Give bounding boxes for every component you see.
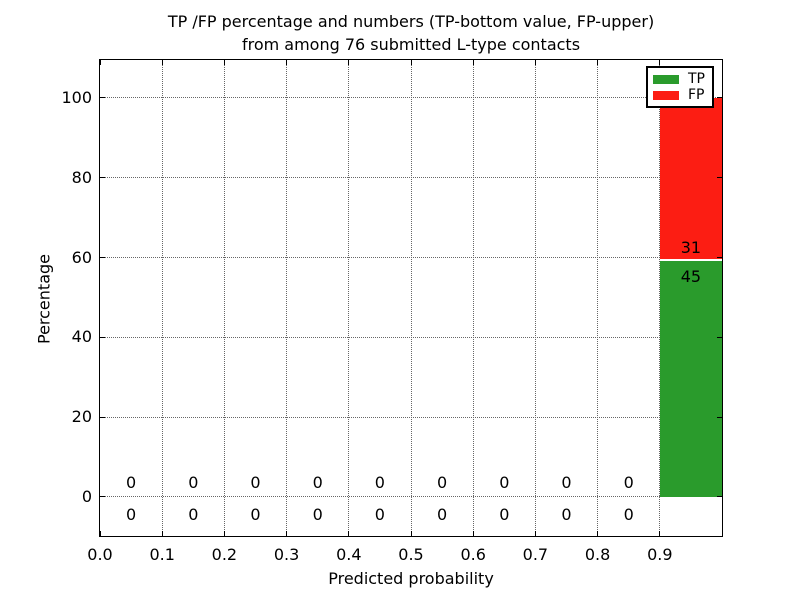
- legend-entry-fp: FP: [653, 88, 707, 102]
- bar-segment-tp: [659, 260, 722, 497]
- y-tick-label: 20: [71, 407, 92, 427]
- legend-entry-tp: TP: [653, 72, 707, 86]
- tp-zero-annotation: 0: [623, 505, 634, 525]
- tp-zero-annotation: 0: [188, 505, 199, 525]
- y-tick-mark: [717, 97, 722, 99]
- y-tick-label: 100: [61, 87, 92, 107]
- x-gridline: [161, 60, 163, 536]
- y-tick-mark: [100, 496, 105, 498]
- x-gridline: [472, 60, 474, 536]
- y-tick-mark: [717, 257, 722, 258]
- chart-title: TP /FP percentage and numbers (TP-bottom…: [100, 10, 722, 56]
- y-tick-label: 80: [71, 167, 92, 187]
- fp-zero-annotation: 0: [250, 472, 261, 492]
- tp-zero-annotation: 0: [126, 505, 137, 525]
- legend-label-fp: FP: [688, 87, 705, 103]
- x-tick-mark: [410, 531, 412, 536]
- x-gridline: [286, 60, 288, 536]
- legend-label-tp: TP: [688, 71, 705, 87]
- x-tick-mark: [99, 531, 101, 536]
- y-tick-mark: [717, 177, 722, 179]
- x-tick-mark: [597, 60, 599, 65]
- x-tick-mark: [99, 60, 101, 65]
- y-tick-mark: [717, 496, 722, 498]
- x-gridline: [597, 60, 599, 536]
- legend: TP FP: [646, 66, 714, 108]
- x-tick-mark: [161, 60, 163, 65]
- x-tick-label: 0.9: [647, 545, 673, 564]
- y-tick-mark: [100, 336, 105, 338]
- x-gridline: [410, 60, 412, 536]
- fp-zero-annotation: 0: [499, 472, 510, 492]
- x-tick-mark: [659, 531, 661, 536]
- fp-zero-annotation: 0: [312, 472, 323, 492]
- x-tick-mark: [472, 60, 474, 65]
- x-tick-mark: [348, 60, 350, 65]
- y-tick-mark: [100, 416, 105, 418]
- y-tick-mark: [100, 257, 105, 258]
- x-tick-mark: [223, 60, 225, 65]
- bar-value-label: 45: [680, 266, 702, 286]
- bar-value-label: 31: [680, 238, 702, 258]
- tp-zero-annotation: 0: [312, 505, 323, 525]
- bar-segment-fp: [659, 97, 722, 260]
- x-tick-mark: [286, 531, 288, 536]
- tp-zero-annotation: 0: [250, 505, 261, 525]
- x-tick-label: 0.4: [336, 545, 362, 564]
- x-tick-mark: [348, 531, 350, 536]
- x-gridline: [534, 60, 536, 536]
- x-axis-label: Predicted probability: [328, 569, 494, 588]
- y-tick-label: 40: [71, 327, 92, 347]
- x-tick-label: 0.6: [460, 545, 486, 564]
- x-tick-mark: [597, 531, 599, 536]
- x-tick-mark: [534, 60, 536, 65]
- y-tick-mark: [717, 416, 722, 418]
- x-tick-mark: [223, 531, 225, 536]
- tp-zero-annotation: 0: [437, 505, 448, 525]
- tp-zero-annotation: 0: [561, 505, 572, 525]
- tp-zero-annotation: 0: [499, 505, 510, 525]
- fp-zero-annotation: 0: [623, 472, 634, 492]
- legend-swatch-fp-icon: [653, 90, 679, 100]
- fp-zero-annotation: 0: [188, 472, 199, 492]
- fp-zero-annotation: 0: [437, 472, 448, 492]
- x-tick-mark: [161, 531, 163, 536]
- x-tick-mark: [659, 60, 661, 65]
- x-gridline: [348, 60, 350, 536]
- y-tick-label: 0: [81, 486, 92, 506]
- x-tick-mark: [410, 60, 412, 65]
- y-tick-mark: [717, 336, 722, 338]
- x-tick-mark: [534, 531, 536, 536]
- x-tick-label: 0.3: [273, 545, 300, 564]
- tp-zero-annotation: 0: [374, 505, 385, 525]
- x-tick-label: 0.2: [211, 545, 238, 564]
- x-tick-label: 0.7: [522, 545, 549, 564]
- fp-zero-annotation: 0: [126, 472, 137, 492]
- fp-zero-annotation: 0: [561, 472, 572, 492]
- x-gridline: [223, 60, 225, 536]
- y-tick-label: 60: [71, 247, 92, 267]
- y-tick-mark: [100, 177, 105, 179]
- legend-swatch-tp-icon: [653, 74, 679, 84]
- chart-title-line2: from among 76 submitted L-type contacts: [241, 35, 581, 54]
- x-tick-label: 0.8: [584, 545, 611, 564]
- x-tick-mark: [286, 60, 288, 65]
- y-tick-mark: [100, 97, 105, 99]
- x-tick-label: 0.0: [87, 545, 113, 564]
- fp-zero-annotation: 0: [374, 472, 385, 492]
- x-tick-mark: [472, 531, 474, 536]
- x-tick-label: 0.1: [149, 545, 175, 564]
- x-tick-label: 0.5: [398, 545, 424, 564]
- chart-title-line1: TP /FP percentage and numbers (TP-bottom…: [167, 12, 655, 31]
